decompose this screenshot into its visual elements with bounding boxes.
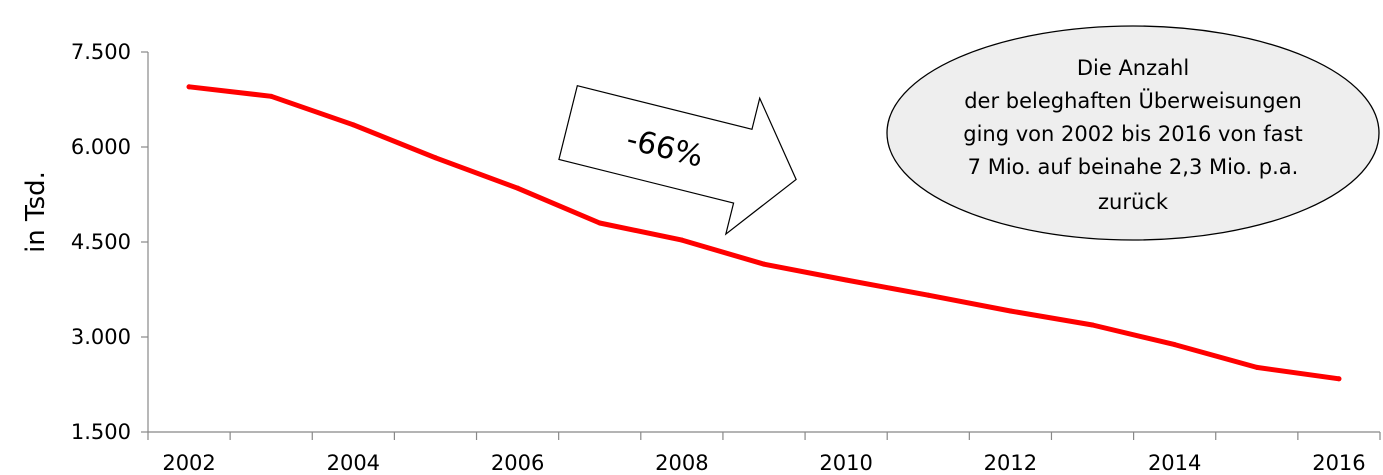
data-point	[761, 261, 767, 267]
data-point	[679, 237, 685, 243]
y-ticks: 7.500 6.000 4.500 3.000 1.500	[71, 40, 148, 444]
percent-arrow: -66%	[558, 84, 797, 236]
y-tick-label: 4.500	[71, 230, 131, 254]
y-tick-label: 3.000	[71, 325, 131, 349]
data-point	[350, 122, 356, 128]
y-tick-label: 1.500	[71, 420, 131, 444]
callout-line-4: 7 Mio. auf beinahe 2,3 Mio. p.a.	[968, 155, 1299, 179]
data-point	[515, 185, 521, 191]
callout-line-3: ging von 2002 bis 2016 von fast	[963, 122, 1302, 146]
arrow-shape	[558, 84, 797, 236]
x-tick-label: 2008	[655, 451, 708, 475]
data-point	[597, 220, 603, 226]
x-tick-label: 2004	[327, 451, 380, 475]
x-tick-label: 2014	[1148, 451, 1201, 475]
data-point	[268, 93, 274, 99]
data-point	[1336, 376, 1342, 382]
y-tick-label: 7.500	[71, 40, 131, 64]
x-tick-label: 2016	[1312, 451, 1365, 475]
y-axis-title: in Tsd.	[21, 171, 51, 253]
callout-ellipse	[886, 25, 1380, 241]
data-point	[925, 292, 931, 298]
x-tick-label: 2006	[491, 451, 544, 475]
callout: Die Anzahl der beleghaften Überweisungen…	[886, 25, 1380, 241]
x-tick-label: 2010	[819, 451, 872, 475]
data-point	[432, 155, 438, 161]
series-group	[186, 84, 1342, 382]
x-ticks: 2002 2004 2006 2008 2010 2012 2014 2016	[147, 432, 1381, 475]
data-point	[843, 277, 849, 283]
x-tick-label: 2002	[162, 451, 215, 475]
data-point	[1007, 308, 1013, 314]
callout-line-5: zurück	[1098, 190, 1169, 214]
x-tick-label: 2012	[984, 451, 1037, 475]
data-point	[1254, 364, 1260, 370]
data-point	[1172, 342, 1178, 348]
data-point	[1090, 322, 1096, 328]
callout-line-1: Die Anzahl	[1077, 56, 1189, 80]
callout-line-2: der beleghaften Überweisungen	[964, 88, 1302, 113]
y-tick-label: 6.000	[71, 135, 131, 159]
data-point	[186, 84, 192, 90]
